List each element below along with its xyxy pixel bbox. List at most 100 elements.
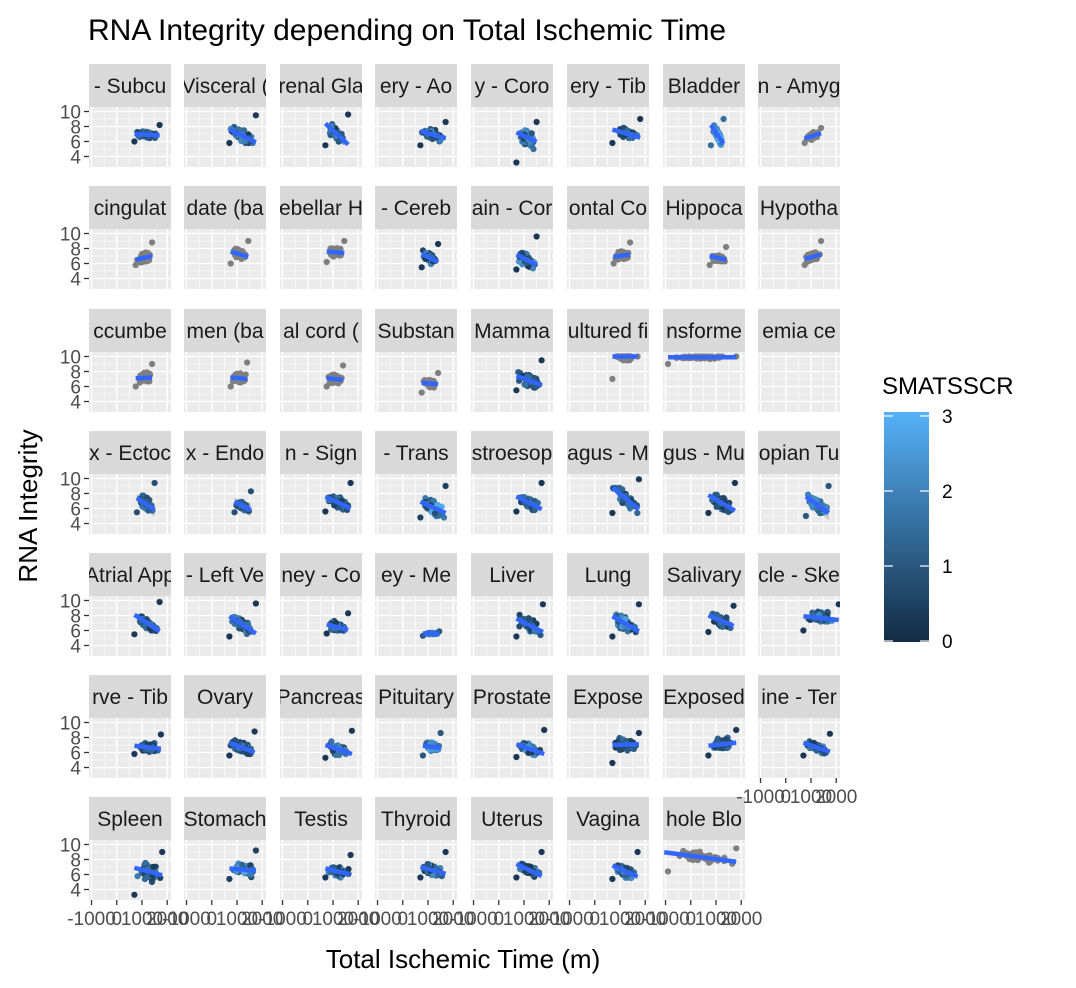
panel-background	[89, 474, 171, 534]
facet-label: opian Tu	[759, 442, 840, 465]
panel-points	[132, 360, 156, 390]
panel-points	[131, 121, 163, 145]
facet-panel: Testis	[280, 797, 362, 900]
data-point	[835, 601, 840, 608]
x-tick-label: 1000	[312, 909, 354, 930]
panel-gridlines	[567, 352, 649, 412]
data-point	[227, 383, 234, 390]
legend-title: SMATSSCR	[882, 373, 1014, 400]
facet-strip	[89, 553, 171, 596]
data-point	[609, 875, 616, 883]
panel-gridlines	[89, 474, 171, 534]
data-point	[323, 258, 330, 266]
panel-gridlines	[280, 840, 362, 900]
data-point	[226, 875, 233, 883]
facet-label: n - Amyg	[758, 75, 841, 98]
data-point	[322, 508, 329, 515]
facet-panel: Ovary	[184, 675, 266, 778]
data-point	[800, 752, 807, 759]
panel-background	[758, 352, 840, 412]
panel-points	[609, 848, 641, 883]
data-point	[801, 139, 808, 147]
data-point	[340, 362, 347, 369]
fit-line	[324, 494, 352, 511]
facet-panel: gus - Mu	[663, 431, 745, 534]
data-point	[132, 383, 139, 390]
facet-panel: x - Ectoc	[89, 431, 171, 534]
data-point	[707, 142, 715, 149]
panel-points	[322, 111, 352, 149]
y-tick-label: 10	[60, 470, 81, 491]
data-point	[818, 124, 825, 132]
facet-strip	[375, 553, 457, 596]
facet-panel: Prostate	[471, 675, 553, 778]
facet-strip	[280, 553, 362, 596]
data-point	[664, 360, 672, 368]
x-tick-label: 1000	[121, 909, 163, 930]
data-point	[226, 139, 233, 147]
chart-title: RNA Integrity depending on Total Ischemi…	[88, 14, 726, 47]
facet-panel: Atrial App	[89, 553, 171, 656]
y-tick-label: 8	[70, 363, 81, 384]
panel-gridlines	[184, 840, 266, 900]
facet-strip	[89, 309, 171, 352]
y-tick-label: 4	[70, 515, 81, 536]
panel-background	[375, 840, 457, 900]
panel-gridlines	[758, 229, 840, 289]
y-tick-label: 10	[60, 103, 81, 124]
panel-points	[322, 727, 355, 761]
facet-panel: ontal Co	[567, 186, 649, 289]
data-point	[733, 845, 740, 852]
x-tick-label: 2000	[815, 787, 857, 808]
facet-label: agus - M	[567, 442, 649, 465]
facet-panel: Pituitary	[375, 675, 457, 778]
data-point	[133, 509, 140, 516]
panel-gridlines	[280, 596, 362, 656]
data-point	[541, 726, 548, 734]
panel-points	[227, 237, 252, 267]
facet-strip	[471, 553, 553, 596]
data-point	[136, 379, 143, 386]
facet-strip	[663, 553, 745, 596]
data-point	[345, 866, 352, 873]
panel-gridlines	[758, 107, 840, 167]
panel-points	[513, 233, 540, 273]
facet-label: Spleen	[97, 808, 162, 831]
data-point	[322, 874, 329, 881]
panel-gridlines	[471, 107, 553, 167]
facet-panel: cle - Ske	[758, 553, 840, 656]
panel-gridlines	[89, 352, 171, 412]
data-point	[533, 118, 540, 126]
y-tick-label: 4	[70, 270, 81, 291]
facet-panel: ain - Cor	[471, 186, 553, 289]
x-axis-title: Total Ischemic Time (m)	[326, 944, 601, 974]
x-tick-label: 0	[589, 909, 600, 930]
data-point	[322, 754, 329, 761]
x-tick-label: 2000	[528, 909, 570, 930]
facet-panel: ine - Ter	[758, 675, 840, 778]
y-tick-label: 8	[70, 607, 81, 628]
x-tick-label: 2000	[146, 909, 188, 930]
y-tick-label: 6	[70, 744, 81, 765]
facet-label: Exposed	[663, 686, 745, 709]
facet-strip	[471, 64, 553, 107]
facet-label: Mamma	[474, 320, 550, 343]
data-point	[528, 130, 535, 137]
data-point	[533, 233, 540, 240]
facet-panel: hole Blo	[663, 797, 745, 900]
fit-line	[230, 375, 248, 382]
panel-background	[280, 229, 362, 289]
x-tick-label: -1000	[353, 909, 402, 930]
fit-line	[663, 850, 737, 864]
data-point	[525, 615, 533, 622]
facet-panel: opian Tu	[758, 431, 840, 534]
facet-label: cingulat	[94, 197, 167, 220]
facet-label: Thyroid	[381, 808, 451, 831]
data-point	[417, 514, 424, 521]
data-point	[231, 737, 239, 744]
data-point	[634, 509, 641, 517]
data-point	[226, 752, 233, 759]
panel-background	[471, 229, 553, 289]
facet-label: Ovary	[197, 686, 254, 709]
panel-gridlines	[567, 229, 649, 289]
